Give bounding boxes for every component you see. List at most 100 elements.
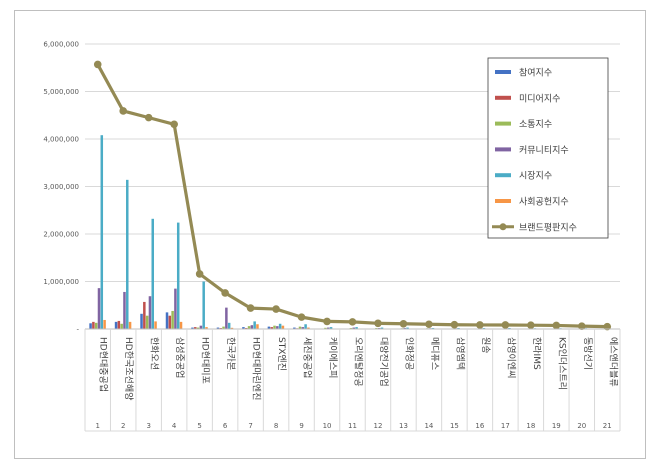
x-tick-label: 원송 — [480, 337, 491, 354]
bar — [267, 326, 271, 329]
bar — [128, 321, 132, 329]
line-point — [501, 321, 510, 329]
bar — [94, 322, 98, 329]
x-index-label: 1 — [96, 422, 100, 430]
bar — [253, 321, 256, 329]
bar — [247, 326, 251, 329]
line-point — [399, 319, 408, 328]
x-tick-label: HD한국조선해양 — [123, 337, 134, 400]
bar — [222, 326, 225, 329]
bar — [301, 327, 305, 329]
bar — [298, 326, 302, 329]
y-tick-label: 6,000,000 — [43, 41, 79, 49]
y-tick-label: 5,000,000 — [43, 88, 79, 96]
line-point — [170, 120, 178, 129]
bar — [100, 135, 104, 329]
bar — [168, 315, 172, 329]
x-index-label: 3 — [146, 422, 150, 430]
y-tick-label: 1,000,000 — [43, 278, 79, 286]
x-tick-label: 인화정공 — [403, 337, 414, 370]
bar — [380, 327, 384, 329]
line-point — [577, 322, 586, 330]
x-tick-label: 삼영이엔씨 — [505, 337, 516, 378]
bar — [196, 327, 200, 329]
x-tick-label: STX엔진 — [276, 337, 287, 371]
bar — [278, 323, 282, 329]
legend-swatch — [495, 147, 511, 152]
y-tick-label: 4,000,000 — [43, 136, 79, 144]
x-index-label: 9 — [299, 422, 303, 430]
bar — [202, 281, 205, 329]
x-tick-label: 삼성중공업 — [174, 337, 185, 378]
bar — [145, 315, 149, 329]
x-axis: HD현대중공업 1 HD한국조선해양 2 한화오션 3 삼성중공업 4 HD현대미포 5 한국카본 6… — [84, 328, 621, 432]
x-tick-label: KS인더스트리 — [556, 337, 567, 390]
x-index-label: 20 — [577, 422, 586, 430]
line-point — [374, 319, 382, 328]
legend-label: 사회공헌지수 — [519, 197, 569, 208]
bar — [179, 321, 183, 329]
x-tick-label: HD현대마린엔진 — [251, 337, 262, 400]
y-tick-label: - — [76, 326, 79, 334]
bar — [225, 307, 228, 329]
legend-swatch — [495, 199, 511, 203]
x-tick-label: 에스앤더블류 — [607, 337, 618, 387]
bar — [114, 321, 118, 329]
line-point — [93, 60, 102, 69]
x-index-label: 10 — [323, 422, 332, 430]
line-point — [527, 321, 535, 330]
bar — [143, 301, 146, 329]
line-point — [272, 305, 280, 313]
x-tick-label: 한화오션 — [149, 337, 160, 370]
bar — [97, 288, 101, 329]
legend-marker — [499, 223, 507, 231]
line-point — [323, 317, 331, 326]
bar — [324, 327, 327, 329]
legend-swatch — [495, 95, 511, 100]
line-point — [195, 270, 204, 278]
x-index-label: 18 — [526, 422, 535, 430]
bar — [194, 327, 197, 329]
bar — [293, 327, 296, 329]
x-index-label: 12 — [374, 422, 383, 430]
x-tick-label: HD현대미포 — [200, 337, 211, 384]
x-index-label: 16 — [475, 422, 484, 430]
legend-label: 소통지수 — [519, 119, 552, 130]
bar — [123, 291, 126, 329]
legend-label: 시장지수 — [519, 171, 552, 182]
line-point — [450, 320, 459, 329]
bar — [276, 326, 279, 329]
line-point — [144, 113, 153, 122]
bar — [352, 327, 356, 329]
bar — [176, 222, 180, 329]
y-tick-label: 3,000,000 — [43, 183, 79, 191]
x-tick-label: 대양전기공업 — [378, 337, 389, 387]
bar — [307, 327, 310, 329]
bar — [174, 288, 177, 329]
x-index-label: 2 — [121, 422, 125, 430]
line-point — [246, 304, 255, 312]
line-point — [552, 321, 561, 330]
x-index-label: 5 — [197, 422, 201, 430]
y-axis: - 1,000,000 2,000,000 3,000,000 4,000,000 5,0… — [43, 41, 79, 334]
legend-swatch — [495, 70, 511, 74]
x-index-label: 19 — [552, 422, 561, 430]
bar — [191, 327, 194, 329]
bar — [117, 320, 121, 329]
line-point — [348, 318, 357, 326]
x-index-label: 8 — [274, 422, 278, 430]
bar — [230, 327, 234, 329]
x-tick-label: 오리엔탈정공 — [353, 337, 364, 387]
bar — [216, 327, 220, 329]
bar — [242, 327, 245, 329]
x-index-label: 21 — [603, 422, 612, 430]
bar — [171, 310, 174, 329]
x-index-label: 13 — [399, 422, 408, 430]
bar — [92, 321, 95, 329]
x-index-label: 15 — [450, 422, 459, 430]
x-index-label: 14 — [424, 422, 433, 430]
line-point — [119, 107, 128, 115]
bar — [199, 325, 203, 329]
